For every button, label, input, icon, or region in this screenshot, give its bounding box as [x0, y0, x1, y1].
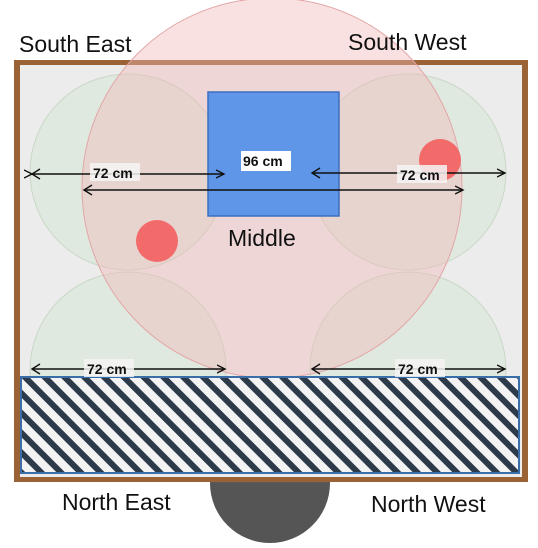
label-north-east: North East [62, 489, 171, 515]
label-north-west: North West [371, 491, 486, 517]
door-icon [210, 483, 330, 543]
label-middle: Middle [228, 225, 296, 251]
label-south-west: South West [348, 29, 467, 55]
dim-label-bottom-left: 72 cm [87, 361, 127, 377]
label-south-east: South East [19, 31, 132, 57]
hatched-zone [20, 376, 520, 474]
dim-label-top-left: 72 cm [93, 165, 133, 181]
dim-label-top-right: 72 cm [400, 167, 440, 183]
dim-label-center: 96 cm [243, 153, 283, 169]
red-dot-left [136, 220, 178, 262]
dim-label-bottom-right: 72 cm [398, 361, 438, 377]
